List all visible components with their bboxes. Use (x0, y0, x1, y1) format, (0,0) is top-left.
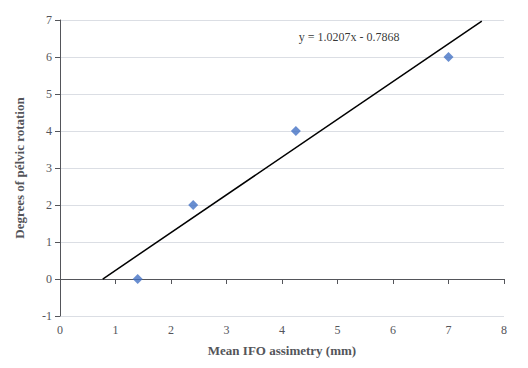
svg-text:1: 1 (46, 235, 52, 249)
svg-text:1: 1 (113, 323, 119, 337)
svg-text:3: 3 (224, 323, 230, 337)
svg-text:5: 5 (46, 87, 52, 101)
svg-text:4: 4 (279, 323, 285, 337)
svg-text:-1: -1 (42, 309, 52, 323)
svg-text:0: 0 (46, 272, 52, 286)
svg-text:Degrees of pélvic rotation: Degrees of pélvic rotation (12, 97, 27, 239)
svg-text:7: 7 (446, 323, 452, 337)
svg-text:7: 7 (46, 13, 52, 27)
svg-text:4: 4 (46, 124, 52, 138)
svg-text:6: 6 (390, 323, 396, 337)
svg-text:0: 0 (57, 323, 63, 337)
svg-text:6: 6 (46, 50, 52, 64)
svg-text:2: 2 (46, 198, 52, 212)
svg-text:2: 2 (168, 323, 174, 337)
svg-text:3: 3 (46, 161, 52, 175)
svg-text:y = 1.0207x - 0.7868: y = 1.0207x - 0.7868 (299, 30, 400, 44)
svg-text:5: 5 (335, 323, 341, 337)
svg-text:Mean IFO assimetry (mm): Mean IFO assimetry (mm) (208, 343, 356, 358)
svg-text:8: 8 (501, 323, 507, 337)
